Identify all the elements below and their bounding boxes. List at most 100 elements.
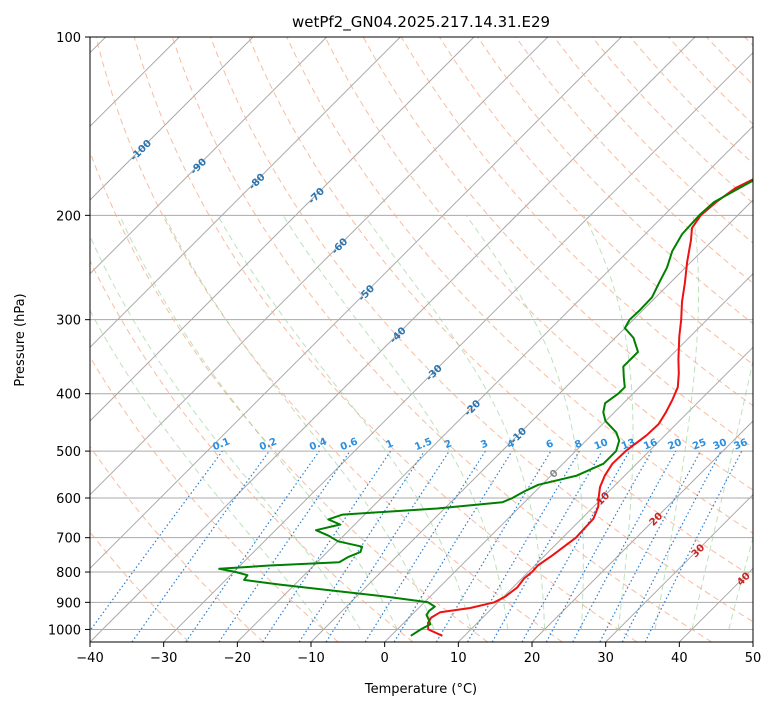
y-tick-label: 300 [56,314,81,329]
isotherm-label: -70 [306,186,327,207]
mixing-ratio-line [131,450,270,642]
mixing-ratio-line [435,450,552,642]
mixing-ratio-line [364,450,486,642]
moist-adiabat-line [282,215,509,630]
isotherm-label: -50 [357,283,378,304]
y-tick-label: 600 [56,492,81,507]
isotherm-line [605,493,753,642]
isotherm-label: -100 [129,138,155,164]
dry-adiabat-line [171,37,712,642]
dry-adiabat-line [210,37,753,623]
moist-adiabat-line [90,309,324,630]
mixing-ratio-line [599,450,702,642]
isotherm-line [531,420,753,642]
y-tick-label: 900 [56,596,81,611]
x-axis: −40 −30 −20 −10 0 10 20 30 40 50 [76,642,761,666]
mixing-ratio-label: 10 [593,437,610,452]
dry-adiabat-line [286,37,753,534]
isotherm-line [90,37,696,642]
mixing-ratio-label: 13 [620,437,637,452]
isotherm-label: 40 [735,571,753,589]
isotherm-line [90,37,401,349]
mixing-ratio-label: 3 [479,438,490,451]
mixing-ratio-line [185,450,320,642]
profile-line [218,179,753,637]
moist-adiabat-line [654,215,699,630]
moist-adiabat-line [465,215,584,630]
mixing-ratio-label: 16 [642,437,659,452]
mixing-ratio-line [325,450,450,642]
mixing-ratio-label: 30 [712,437,729,452]
moist-adiabat-line [583,215,634,630]
isotherm-line [752,641,753,642]
moist-adiabat-line [691,358,753,630]
mixing-ratio-line [262,450,392,642]
plot-frame [89,36,754,643]
y-tick-label: 500 [56,445,81,460]
y-tick-label: 1000 [48,623,81,638]
isotherm-line [90,37,475,422]
isotherm-label: -40 [388,325,409,346]
isotherm-line [457,346,753,642]
isotherm-label: 20 [648,511,666,529]
moist-adiabat-line [163,215,435,630]
y-tick-label: 100 [56,31,81,46]
x-tick-label: −10 [297,651,324,666]
mixing-ratio-label: 6 [545,438,556,451]
mixing-ratio-line [90,450,223,632]
isotherm-label: -30 [424,363,445,384]
moist-adiabat-line [119,215,398,630]
dry-adiabat-line [553,37,753,244]
profile-line [427,178,753,637]
isotherm-line [163,51,753,642]
dry-adiabat-line [90,356,339,642]
dry-adiabat-line [90,531,190,642]
moist-adiabat-line [364,215,546,630]
dry-adiabat-line [668,37,753,125]
y-tick-label: 200 [56,209,81,224]
y-tick-label: 800 [56,566,81,581]
isotherm-line [90,37,622,570]
y-axis-label: Pressure (hPa) [13,293,28,386]
mixing-ratio-label: 2 [443,438,454,451]
x-tick-label: 10 [450,651,467,666]
isotherm-label: 0 [548,468,561,481]
dry-adiabat-line [324,37,753,491]
x-tick-label: −30 [150,651,177,666]
chart-title: wetPf2_GN04.2025.217.14.31.E29 [292,13,550,32]
dry-adiabat-line [706,37,753,86]
dry-adiabat-line [515,37,753,284]
dry-adiabat-line [133,37,638,642]
mixing-ratio-label: 36 [732,437,749,452]
mixing-ratio-line [545,450,653,642]
mixing-ratio-line [521,450,631,642]
isotherm-label: 10 [595,490,613,508]
mixing-ratio-label: 20 [666,437,683,452]
mixing-ratio-label: 1 [384,438,395,451]
mixing-ratio-line [393,450,513,642]
mixing-ratio-label: 4 [506,438,517,451]
moist-adiabat-line [90,235,361,630]
isotherm-label: -20 [463,398,484,419]
dry-adiabat-line [591,37,753,204]
dry-adiabat-line [90,150,488,642]
y-tick-label: 400 [56,388,81,403]
isotherm-line [384,272,753,642]
isotherm-line [90,37,549,496]
isotherm-label: -90 [189,157,210,178]
mixing-ratio-line [644,450,743,642]
x-tick-label: −20 [224,651,251,666]
mixing-ratio-label: 25 [691,437,708,452]
isotherm-label: -60 [330,236,351,257]
background-lines [90,37,753,642]
dry-adiabat-line [90,445,264,642]
x-axis-label: Temperature (°C) [364,682,477,697]
x-tick-label: 50 [745,651,762,666]
moist-adiabat-line [217,215,472,630]
mixing-ratio-line [298,450,425,642]
profile-lines [218,178,753,637]
x-tick-label: 30 [597,651,614,666]
isotherm-label: -80 [247,172,268,193]
isotherm-line [90,37,328,275]
